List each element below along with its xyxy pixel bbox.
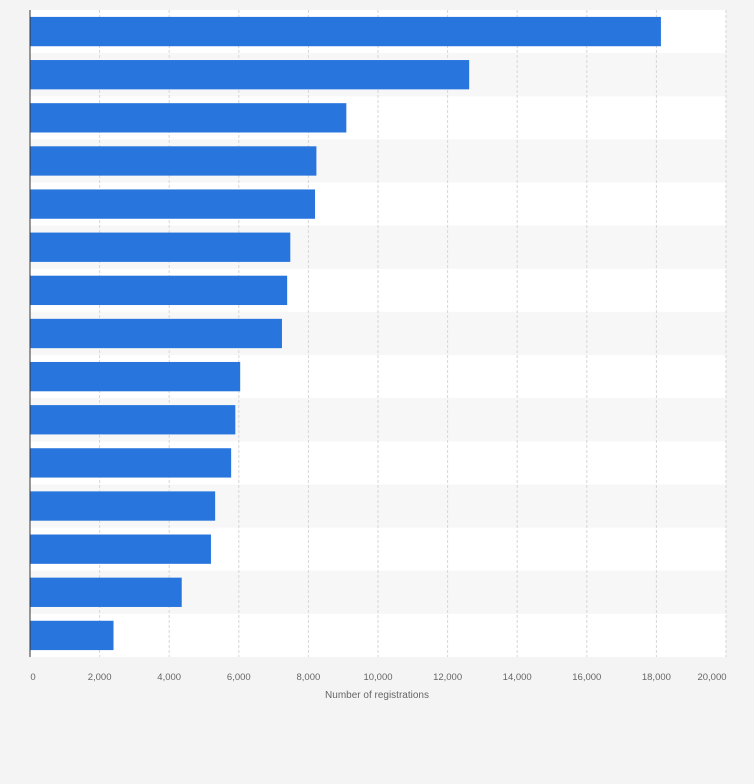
x-tick-labels: 0 2,000 4,000 6,000 8,000 10,000 12,000 14,000 1…: [30, 672, 726, 683]
bar[interactable]: [30, 189, 316, 219]
x-tick-label: 6,000: [227, 672, 251, 683]
bar[interactable]: [30, 620, 114, 651]
bar[interactable]: [30, 534, 211, 564]
x-tick-label: 2,000: [88, 672, 112, 683]
bar[interactable]: [30, 318, 282, 349]
x-tick-label: 20,000: [697, 672, 726, 683]
bar[interactable]: [30, 232, 291, 262]
x-tick-label: 16,000: [572, 672, 601, 683]
x-tick-label: 10,000: [363, 672, 392, 683]
bars: [30, 16, 661, 651]
bar[interactable]: [30, 103, 347, 133]
x-tick-label: 0: [30, 672, 35, 683]
bar[interactable]: [30, 60, 470, 90]
bar[interactable]: [30, 146, 317, 176]
bar[interactable]: [30, 577, 182, 607]
bar[interactable]: [30, 491, 216, 521]
x-tick-label: 8,000: [297, 672, 321, 683]
x-tick-label: 4,000: [157, 672, 181, 683]
x-axis-label: Number of registrations: [325, 690, 429, 701]
x-tick-label: 18,000: [642, 672, 671, 683]
bar[interactable]: [30, 275, 288, 306]
x-tick-label: 14,000: [503, 672, 532, 683]
bar[interactable]: [30, 448, 232, 478]
bar[interactable]: [30, 16, 661, 47]
x-tick-label: 12,000: [433, 672, 462, 683]
bar[interactable]: [30, 405, 236, 435]
bar[interactable]: [30, 361, 241, 392]
